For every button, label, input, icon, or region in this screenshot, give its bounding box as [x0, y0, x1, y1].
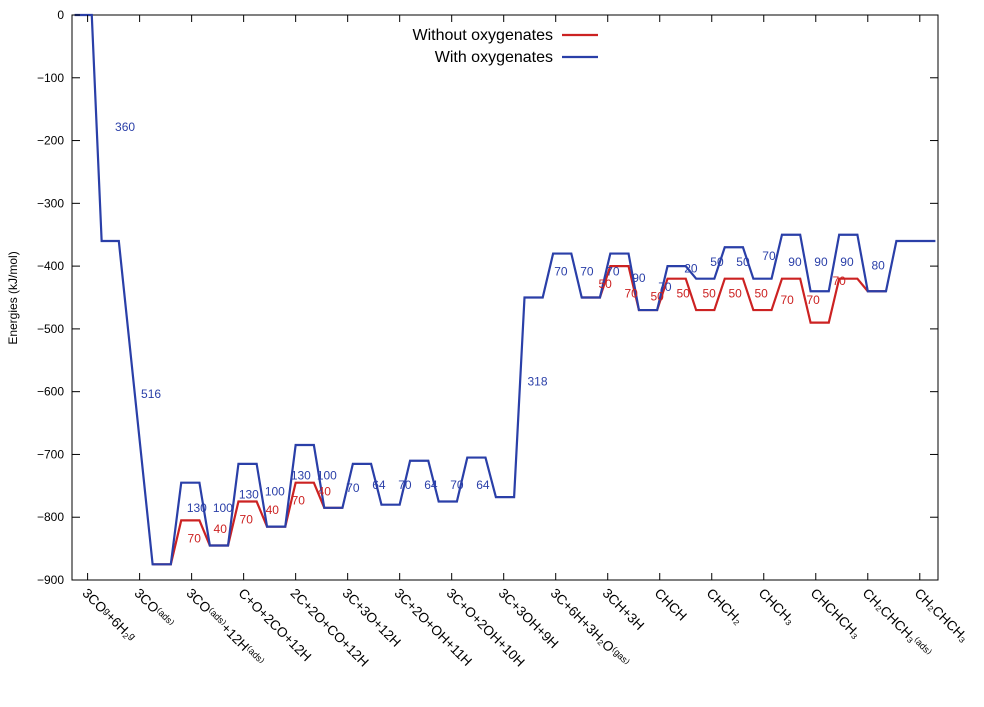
- barrier-label: 70: [762, 249, 776, 263]
- barrier-label: 100: [265, 484, 285, 498]
- barrier-label: 90: [632, 271, 646, 285]
- barrier-label: 80: [872, 258, 886, 272]
- barrier-label: 516: [141, 387, 161, 401]
- barrier-label: 70: [624, 287, 638, 301]
- barrier-label: 50: [702, 287, 716, 301]
- x-category-label: 3CH+3H: [600, 586, 647, 633]
- x-category-label: 3COᵍ+6H₂ᵍ: [79, 586, 138, 645]
- barrier-label: 70: [188, 531, 202, 545]
- barrier-label: 64: [476, 478, 490, 492]
- plot-frame: [71, 14, 939, 581]
- barrier-label: 70: [292, 494, 306, 508]
- barrier-label: 50: [728, 287, 742, 301]
- barrier-label: 50: [598, 277, 612, 291]
- barrier-label: 50: [754, 287, 768, 301]
- series-line-with-oxygenates: [74, 13, 936, 566]
- y-tick-label: −100: [37, 71, 64, 85]
- barrier-label: 90: [840, 255, 854, 269]
- barrier-label: 50: [736, 255, 750, 269]
- barrier-label: 70: [832, 274, 846, 288]
- y-tick-label: 0: [57, 8, 64, 22]
- barrier-label: 40: [266, 503, 280, 517]
- barrier-label: 70: [450, 478, 464, 492]
- barrier-label: 70: [658, 280, 672, 294]
- barrier-label: 100: [213, 501, 233, 515]
- barrier-label: 40: [214, 522, 228, 536]
- barrier-label: 70: [806, 293, 820, 307]
- y-tick-label: −400: [37, 259, 64, 273]
- barrier-label: 318: [527, 374, 547, 388]
- barrier-label: 70: [606, 265, 620, 279]
- barrier-label: 70: [780, 293, 794, 307]
- barrier-label: 50: [676, 287, 690, 301]
- series-line-without-oxygenates: [152, 481, 343, 566]
- y-tick-label: −900: [37, 573, 64, 587]
- x-category-label: CHCHCH₃: [808, 586, 864, 642]
- barrier-label: 70: [346, 481, 360, 495]
- barrier-label: 70: [580, 265, 594, 279]
- y-tick-label: −800: [37, 510, 64, 524]
- legend-label: Without oxygenates: [412, 27, 553, 44]
- barrier-label: 40: [318, 484, 332, 498]
- barrier-label: 130: [291, 469, 311, 483]
- barrier-label: 130: [187, 501, 207, 515]
- barrier-label: 70: [240, 513, 254, 527]
- barrier-label: 130: [239, 487, 259, 501]
- x-category-label: CHCH₃: [756, 586, 798, 628]
- barrier-label: 64: [424, 478, 438, 492]
- barrier-label: 360: [115, 120, 135, 134]
- y-axis-label: Energies (kJ/mol): [6, 251, 20, 344]
- barrier-label: 50: [710, 255, 724, 269]
- barrier-label: 90: [814, 255, 828, 269]
- x-category-label: CHCH₂: [704, 586, 746, 628]
- barrier-label: 50: [650, 290, 664, 304]
- series-line-without-oxygenates: [581, 265, 886, 324]
- y-tick-label: −300: [37, 196, 64, 210]
- barrier-label: 90: [788, 255, 802, 269]
- barrier-label: 70: [554, 265, 568, 279]
- legend-label: With oxygenates: [435, 49, 553, 66]
- barrier-label: 100: [317, 469, 337, 483]
- barrier-label: 20: [684, 261, 698, 275]
- y-tick-label: −600: [37, 385, 64, 399]
- x-category-label: CHCH: [652, 586, 690, 624]
- x-category-label: 3CO⁽ᵃᵈˢ⁾: [131, 586, 176, 631]
- barrier-label: 70: [398, 478, 412, 492]
- barrier-label: 64: [372, 478, 386, 492]
- y-tick-label: −500: [37, 322, 64, 336]
- y-tick-label: −200: [37, 134, 64, 148]
- y-tick-label: −700: [37, 447, 64, 461]
